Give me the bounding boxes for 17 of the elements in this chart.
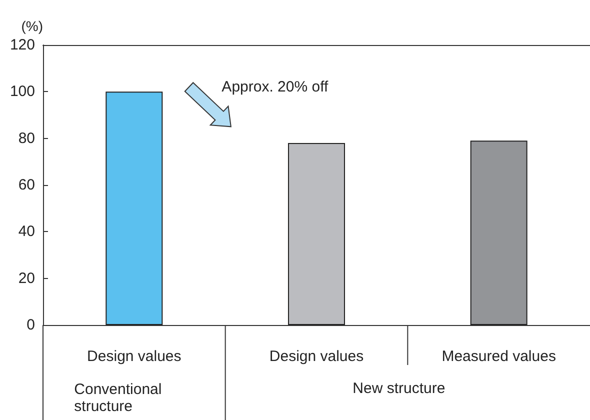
annotation: Approx. 20% off [222,78,329,96]
bar [106,92,163,325]
bar [470,140,528,325]
bar [288,143,345,325]
y-tick-label: 40 [18,223,35,240]
y-tick-label: 60 [18,176,35,194]
y-tick-label: 120 [10,36,35,54]
x-tick-label: Design values [87,348,182,365]
y-tick-label: 20 [18,270,35,287]
text: Conventional structure [74,381,166,415]
x-tick-label: Measured values [442,348,556,365]
y-tick-label: 80 [18,130,35,147]
y-tick-label: 100 [10,83,35,100]
y-axis-title: (%) [21,18,43,34]
text: New structure [352,380,446,397]
x-tick-label: Design values [269,348,364,365]
y-tick-label: 0 [26,316,35,334]
